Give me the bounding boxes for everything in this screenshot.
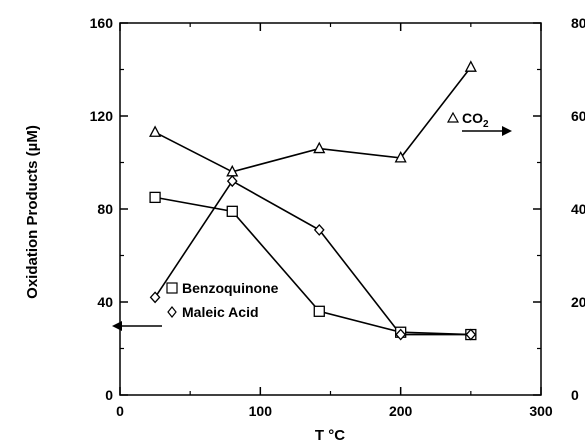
data-point-square — [149, 191, 161, 204]
data-point-triangle — [394, 150, 407, 163]
y-tick-label: 0 — [105, 387, 113, 403]
x-tick-label: 0 — [116, 403, 124, 419]
y2-tick-label: 800 — [571, 15, 585, 31]
y-axis-title: Oxidation Products (µM) — [24, 125, 41, 299]
y2-tick-label: 600 — [571, 108, 585, 124]
y-tick-label: 160 — [90, 15, 114, 31]
markers-layer — [149, 60, 477, 341]
data-point-diamond — [395, 328, 407, 341]
legend-marker-maleic-acid — [167, 306, 177, 318]
y-tick-label: 120 — [90, 108, 114, 124]
series-line-2 — [154, 66, 472, 173]
data-point-diamond — [465, 328, 477, 341]
legend-label-maleic-acid: Maleic Acid — [182, 304, 259, 320]
y2-tick-label: 400 — [571, 201, 585, 217]
y2-tick-label: 200 — [571, 294, 585, 310]
data-point-diamond — [226, 175, 238, 188]
data-point-diamond — [313, 223, 325, 236]
legend-label-benzoquinone: Benzoquinone — [182, 280, 279, 296]
data-point-square — [313, 305, 325, 317]
co2-label-subscript: 2 — [483, 119, 489, 130]
x-tick-label: 300 — [529, 403, 553, 419]
x-axis-title: T °C — [315, 427, 345, 444]
legend-marker-benzoquinone — [166, 282, 178, 294]
data-point-square — [226, 205, 238, 217]
x-tick-label: 100 — [249, 403, 273, 419]
data-point-triangle — [226, 164, 239, 177]
data-point-triangle — [149, 125, 162, 137]
y2-tick-label: 0 — [571, 387, 579, 403]
legend-marker-co2 — [446, 111, 460, 123]
data-point-triangle — [313, 141, 326, 154]
legend-label-co2: CO2 — [462, 110, 489, 130]
data-point-diamond — [149, 291, 161, 304]
data-point-triangle — [464, 60, 477, 72]
legend-right: CO2 — [446, 110, 512, 136]
right-axis-arrowhead — [502, 126, 512, 136]
co2-label-main: CO — [462, 110, 483, 126]
y-tick-label: 80 — [97, 201, 113, 217]
ticks-layer: 0 100 200 300 0 40 80 120 160 0 200 400 600 800 — [90, 15, 585, 419]
left-axis-arrowhead — [112, 321, 122, 331]
y-tick-label: 40 — [97, 294, 113, 310]
x-tick-label: 200 — [389, 403, 413, 419]
plot-frame — [119, 22, 542, 396]
legend-left: Benzoquinone Maleic Acid — [112, 280, 279, 331]
